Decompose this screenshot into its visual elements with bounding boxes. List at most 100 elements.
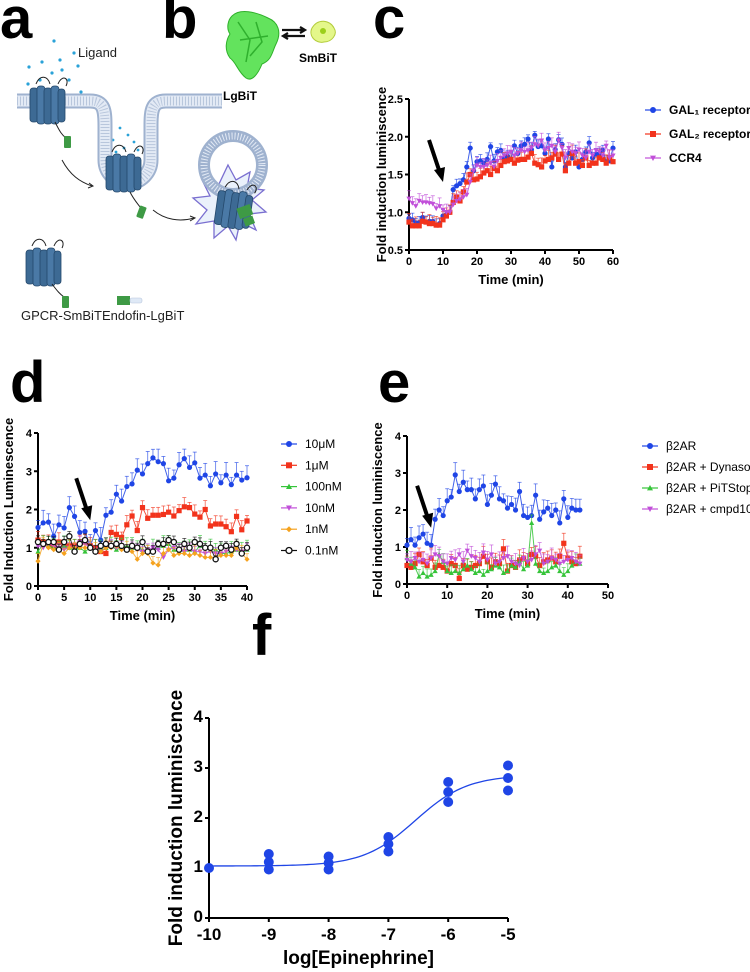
data-point <box>428 556 434 561</box>
series-ccr4 <box>406 131 616 215</box>
data-point <box>45 545 52 551</box>
data-point <box>448 561 454 567</box>
data-point <box>549 164 555 170</box>
data-point <box>423 219 429 225</box>
data-point <box>492 481 499 487</box>
data-point <box>512 507 519 513</box>
legend-label: GAL₁ receptor <box>669 103 750 117</box>
data-point <box>549 556 555 561</box>
data-point <box>542 150 548 156</box>
legend-marker <box>286 526 292 533</box>
data-point <box>139 550 146 557</box>
data-point <box>113 491 119 497</box>
x-tick-label: 30 <box>521 590 533 602</box>
data-point <box>448 556 454 561</box>
data-point <box>406 196 412 202</box>
data-point <box>440 217 446 223</box>
data-point <box>508 149 514 155</box>
data-point <box>66 504 72 511</box>
data-point <box>545 136 552 142</box>
data-point <box>202 472 208 478</box>
data-point <box>412 542 418 548</box>
arrowhead-icon <box>422 512 434 528</box>
data-point <box>139 471 146 477</box>
x-axis-label: Time (min) <box>478 272 544 287</box>
data-point <box>238 550 246 557</box>
chart-c: c 0 10 20 30 40 50 60 0.5 1.0 1.5 2.0 2.5 Time (min)… <box>373 0 750 287</box>
data-point <box>444 568 450 574</box>
data-point <box>87 544 94 552</box>
data-point <box>186 544 193 552</box>
data-point <box>525 562 531 568</box>
x-axis-label: Time (min) <box>110 608 176 623</box>
data-point <box>590 160 596 166</box>
data-point <box>128 542 136 550</box>
data-point <box>537 516 543 522</box>
data-point <box>529 520 535 526</box>
data-point <box>456 570 462 575</box>
data-point <box>525 136 531 142</box>
y-tick-label: 3 <box>395 468 401 480</box>
data-point <box>481 164 487 170</box>
x-tick-label: 20 <box>136 592 148 604</box>
data-point <box>218 552 224 558</box>
data-point <box>542 148 548 153</box>
data-point <box>569 556 575 561</box>
data-point <box>420 531 426 537</box>
data-point <box>520 566 527 572</box>
data-point <box>196 540 204 548</box>
data-point <box>81 536 89 544</box>
data-point <box>537 568 543 574</box>
data-point <box>420 200 426 206</box>
smbit-tag-icon <box>64 136 71 148</box>
data-point <box>496 564 503 570</box>
data-point <box>119 534 125 541</box>
data-point <box>565 514 571 521</box>
data-point <box>170 538 178 546</box>
data-point <box>488 566 495 572</box>
x-tick-label: 30 <box>505 256 517 268</box>
data-point <box>494 158 500 164</box>
data-point <box>596 149 602 155</box>
arrow-icon <box>152 209 195 221</box>
x-tick-label: 35 <box>215 592 227 604</box>
x-tick-label: 60 <box>607 256 619 268</box>
data-point <box>549 512 555 519</box>
data-point <box>566 160 572 166</box>
data-point <box>149 548 157 555</box>
data-point <box>562 168 568 174</box>
data-point <box>50 538 57 546</box>
data-point <box>500 570 507 575</box>
x-tick-label: 0 <box>406 256 412 268</box>
data-point <box>55 546 63 553</box>
data-point <box>496 496 503 502</box>
data-point <box>481 170 487 176</box>
x-tick-label: 10 <box>84 592 96 604</box>
data-point <box>492 561 499 567</box>
data-point <box>515 151 521 156</box>
data-point <box>218 521 224 527</box>
data-point <box>66 545 72 551</box>
x-tick-label: 0 <box>404 590 410 602</box>
x-tick-label: 0 <box>35 592 41 604</box>
data-point <box>448 570 454 575</box>
legend-marker <box>650 155 656 161</box>
data-point <box>56 522 62 528</box>
y-tick-label: 2 <box>194 807 203 826</box>
data-point <box>600 156 606 162</box>
legend-marker <box>647 485 653 491</box>
legend-label: β2AR + cmpd101 <box>666 502 750 516</box>
data-point <box>92 527 99 534</box>
lgbit-structure-icon <box>225 11 280 80</box>
data-point <box>239 477 245 483</box>
x-tick-label: -8 <box>321 925 336 944</box>
data-point <box>477 164 483 170</box>
data-point <box>440 207 446 213</box>
legend-marker <box>285 546 293 555</box>
data-point <box>443 797 454 807</box>
data-point <box>569 149 575 155</box>
data-point <box>504 568 511 574</box>
data-point <box>428 572 434 577</box>
data-point <box>383 846 394 857</box>
data-point <box>488 492 495 498</box>
